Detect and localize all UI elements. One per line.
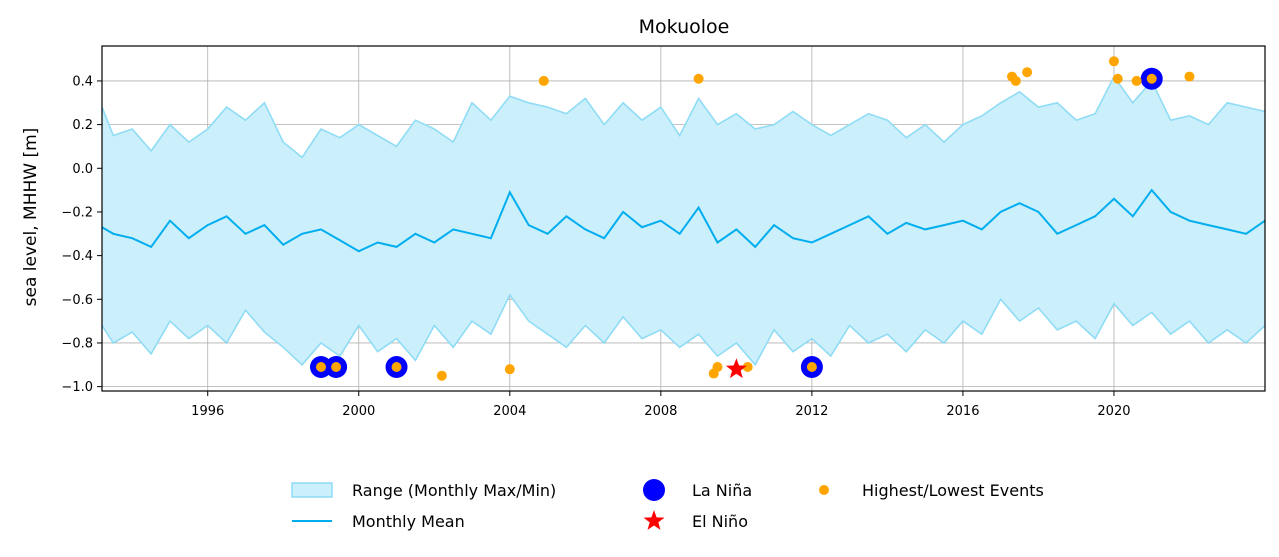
x-axis-ticks: 1996 2000 2004 2008 2012 2016 2020 (191, 391, 1131, 419)
x-tick-label: 1996 (191, 404, 224, 419)
legend-label: El Niño (692, 512, 748, 531)
event-point (1146, 73, 1157, 84)
range-band-area (102, 76, 1265, 365)
event-point (391, 361, 402, 372)
monthly-mean-line (101, 188, 1266, 253)
event-point (1022, 67, 1033, 78)
y-tick-label: −1.0 (61, 380, 93, 395)
event-point (538, 75, 549, 86)
x-tick-label: 2020 (1097, 404, 1130, 419)
event-point (1112, 73, 1123, 84)
legend: Range (Monthly Max/Min) Monthly Mean La Ni… (291, 479, 1044, 531)
range-band (101, 75, 1266, 367)
event-point (693, 73, 704, 84)
legend-swatch-la-nina (643, 479, 665, 501)
event-point (1010, 75, 1021, 86)
event-markers (316, 56, 1195, 381)
x-tick-label: 2008 (644, 404, 677, 419)
legend-swatch-el-nino (643, 510, 665, 530)
x-tick-label: 2016 (946, 404, 979, 419)
y-tick-label: 0.0 (72, 162, 93, 177)
event-point (1131, 75, 1142, 86)
event-point (1108, 56, 1119, 67)
legend-swatch-events (819, 485, 829, 495)
event-point (806, 361, 817, 372)
legend-swatch-range (291, 482, 333, 498)
monthly-mean-path (101, 188, 1266, 253)
y-tick-label: 0.2 (72, 118, 93, 133)
el-nino-markers (725, 358, 747, 379)
event-point (742, 361, 753, 372)
range-lower-edge (101, 293, 1266, 367)
legend-label: Range (Monthly Max/Min) (352, 481, 556, 500)
y-axis-ticks: −1.0 −0.8 −0.6 −0.4 −0.2 0.0 0.2 0.4 (61, 74, 102, 395)
chart-title: Mokuoloe (639, 16, 730, 38)
range-upper-edge (101, 75, 1266, 159)
y-tick-label: −0.2 (61, 205, 93, 220)
event-point (712, 361, 723, 372)
plot-frame (101, 45, 1266, 392)
event-point (504, 364, 515, 375)
event-point (331, 361, 342, 372)
x-tick-label: 2012 (795, 404, 828, 419)
y-tick-label: −0.4 (61, 249, 93, 264)
legend-label: Highest/Lowest Events (862, 481, 1044, 500)
x-tick-label: 2004 (493, 404, 526, 419)
event-point (436, 370, 447, 381)
event-point (316, 361, 327, 372)
y-tick-label: −0.8 (61, 336, 93, 351)
event-point (1184, 71, 1195, 82)
y-tick-label: 0.4 (72, 74, 93, 89)
x-tick-label: 2000 (342, 404, 375, 419)
y-axis-label: sea level, MHHW [m] (21, 128, 41, 307)
legend-label: La Niña (692, 481, 752, 500)
el-nino-point (725, 358, 747, 379)
y-tick-label: −0.6 (61, 293, 93, 308)
legend-label: Monthly Mean (352, 512, 465, 531)
